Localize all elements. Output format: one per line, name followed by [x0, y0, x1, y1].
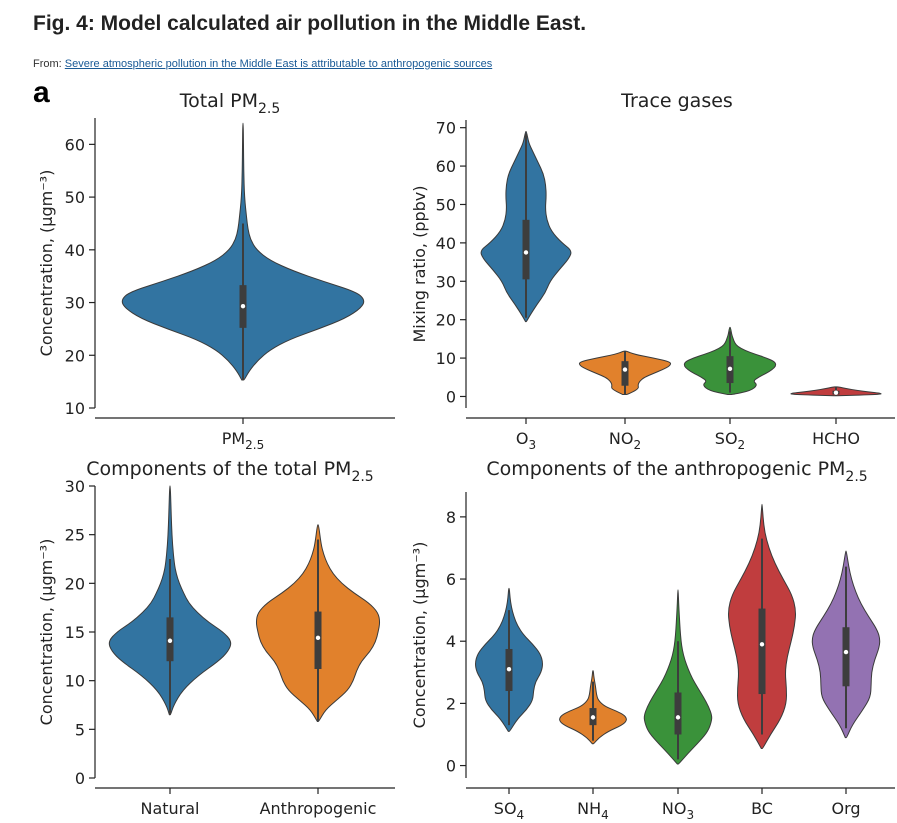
y-tick-label: 60 — [65, 135, 85, 154]
violin-iqr-box — [522, 219, 530, 280]
x-tick-label: PM2.5 — [222, 429, 265, 452]
y-tick-label: 15 — [65, 623, 85, 642]
y-tick-label: 20 — [65, 346, 85, 365]
y-tick-label: 30 — [65, 477, 85, 496]
violin-median-point — [167, 638, 173, 643]
y-tick-label: 0 — [446, 757, 456, 776]
violin-panel-4: Components of the anthropogenic PM2.5 0 2 4… — [410, 458, 895, 822]
panel-title: Trace gases — [620, 90, 733, 112]
figure-title: Fig. 4: Model calculated air pollution i… — [33, 12, 587, 35]
y-tick-label: 70 — [436, 119, 456, 138]
source-prefix: From: — [33, 58, 62, 70]
violin-median-point — [843, 649, 849, 655]
y-axis-label: Concentration, (μgm⁻³) — [410, 542, 429, 729]
y-tick-label: 40 — [65, 241, 85, 260]
y-tick-label: 10 — [65, 672, 85, 691]
violin-panel-1: Total PM2.5 10 20 30 40 50 60 Concentration, (μ… — [37, 90, 395, 452]
violin-median-point — [622, 367, 628, 372]
y-tick-label: 30 — [436, 272, 456, 291]
violin-iqr-box — [758, 608, 766, 695]
x-tick-label: SO4 — [494, 799, 524, 822]
violin-iqr-box — [314, 611, 322, 669]
x-tick-label: HCHO — [812, 429, 860, 448]
panel-title: Components of the total PM2.5 — [86, 458, 373, 485]
y-tick-label: 30 — [65, 294, 85, 313]
y-axis-label: Concentration, (μgm⁻³) — [37, 539, 56, 726]
violin-iqr-box — [621, 361, 629, 386]
y-tick-label: 10 — [65, 399, 85, 418]
violin-median-point — [833, 390, 839, 395]
x-tick-label: Org — [831, 799, 860, 818]
y-tick-label: 25 — [65, 526, 85, 545]
x-tick-label: BC — [751, 799, 773, 818]
violin-panel-2: Trace gases 0 10 20 30 40 50 60 70 Mixing ratio, … — [410, 90, 895, 452]
source-line: From: Severe atmospheric pollution in th… — [33, 58, 492, 70]
x-tick-label: Natural — [140, 799, 199, 818]
y-tick-label: 60 — [436, 157, 456, 176]
violin-median-point — [727, 366, 733, 372]
y-tick-label: 10 — [436, 349, 456, 368]
panel-title: Total PM2.5 — [179, 90, 281, 117]
y-tick-label: 0 — [75, 769, 85, 788]
y-tick-label: 20 — [436, 311, 456, 330]
source-article-link[interactable]: Severe atmospheric pollution in the Midd… — [64, 58, 493, 70]
y-axis-label: Concentration, (μgm⁻³) — [37, 170, 56, 357]
violin-median-point — [590, 715, 596, 720]
y-tick-label: 2 — [446, 694, 456, 713]
violin-median-point — [240, 304, 246, 309]
x-tick-label: Anthropogenic — [260, 799, 377, 818]
violin-median-point — [675, 715, 681, 720]
panel-title: Components of the anthropogenic PM2.5 — [486, 458, 867, 485]
y-tick-label: 6 — [446, 570, 456, 589]
panel-label: a — [33, 76, 50, 109]
y-tick-label: 50 — [436, 195, 456, 214]
violin-median-point — [523, 250, 529, 255]
violin-median-point — [315, 635, 321, 641]
y-tick-label: 20 — [65, 574, 85, 593]
violin-iqr-box — [674, 692, 682, 735]
y-tick-label: 40 — [436, 234, 456, 253]
y-tick-label: 50 — [65, 188, 85, 207]
violin-iqr-box — [842, 627, 850, 687]
y-tick-label: 0 — [446, 387, 456, 406]
x-tick-label: NO3 — [662, 799, 694, 822]
violin-panel-3: Components of the total PM2.5 0 5 10 15 20 25 3… — [37, 458, 395, 818]
x-tick-label: SO2 — [715, 429, 745, 452]
violin-median-point — [759, 642, 765, 647]
y-tick-label: 8 — [446, 508, 456, 527]
violin-median-point — [506, 666, 512, 672]
x-tick-label: NH4 — [577, 799, 609, 822]
y-tick-label: 5 — [75, 720, 85, 739]
x-tick-label: NO2 — [609, 429, 641, 452]
y-axis-label: Mixing ratio, (ppbv) — [410, 185, 429, 342]
y-tick-label: 4 — [446, 632, 456, 651]
x-tick-label: O3 — [516, 429, 536, 452]
